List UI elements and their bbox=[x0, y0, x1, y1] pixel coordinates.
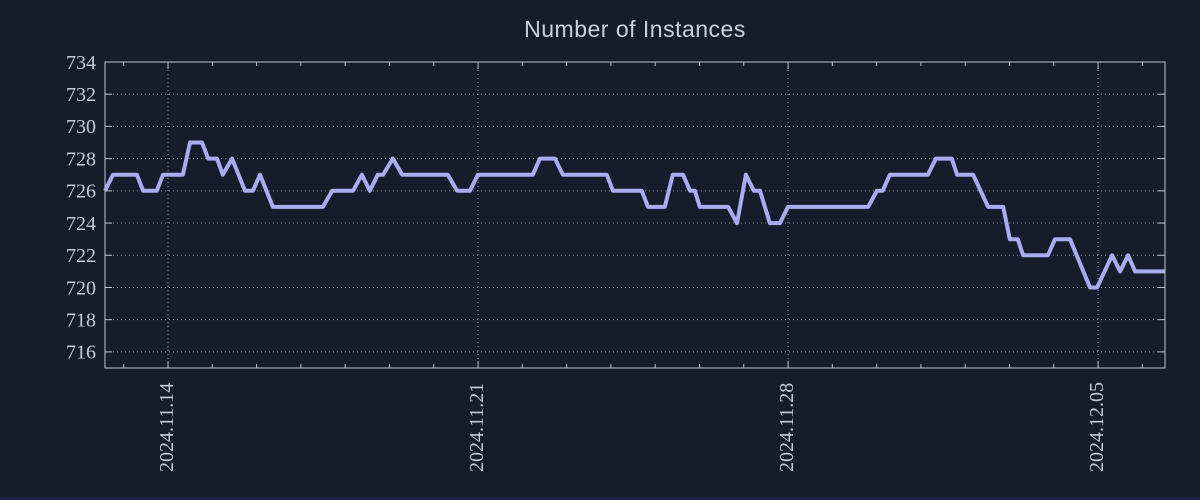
y-tick-label: 728 bbox=[66, 148, 96, 170]
y-tick-label: 726 bbox=[66, 181, 96, 203]
y-tick-label: 718 bbox=[66, 309, 96, 331]
y-tick-label: 716 bbox=[66, 342, 96, 364]
series-line bbox=[103, 140, 1165, 290]
x-tick-label: 2024.11.21 bbox=[466, 383, 488, 472]
y-tick-label: 724 bbox=[66, 213, 96, 235]
chart-title: Number of Instances bbox=[524, 16, 746, 42]
plot-border bbox=[104, 61, 1166, 369]
x-tick-label: 2024.11.28 bbox=[776, 383, 798, 472]
y-tick-label: 730 bbox=[66, 116, 96, 138]
x-tick-label: 2024.12.05 bbox=[1086, 382, 1108, 472]
y-tick-label: 720 bbox=[66, 277, 96, 299]
y-tick-label: 734 bbox=[66, 52, 96, 74]
y-tick-label: 722 bbox=[66, 245, 96, 267]
y-tick-label: 732 bbox=[66, 84, 96, 106]
bottom-edge-bar bbox=[0, 497, 1200, 500]
x-tick-label: 2024.11.14 bbox=[156, 383, 178, 472]
